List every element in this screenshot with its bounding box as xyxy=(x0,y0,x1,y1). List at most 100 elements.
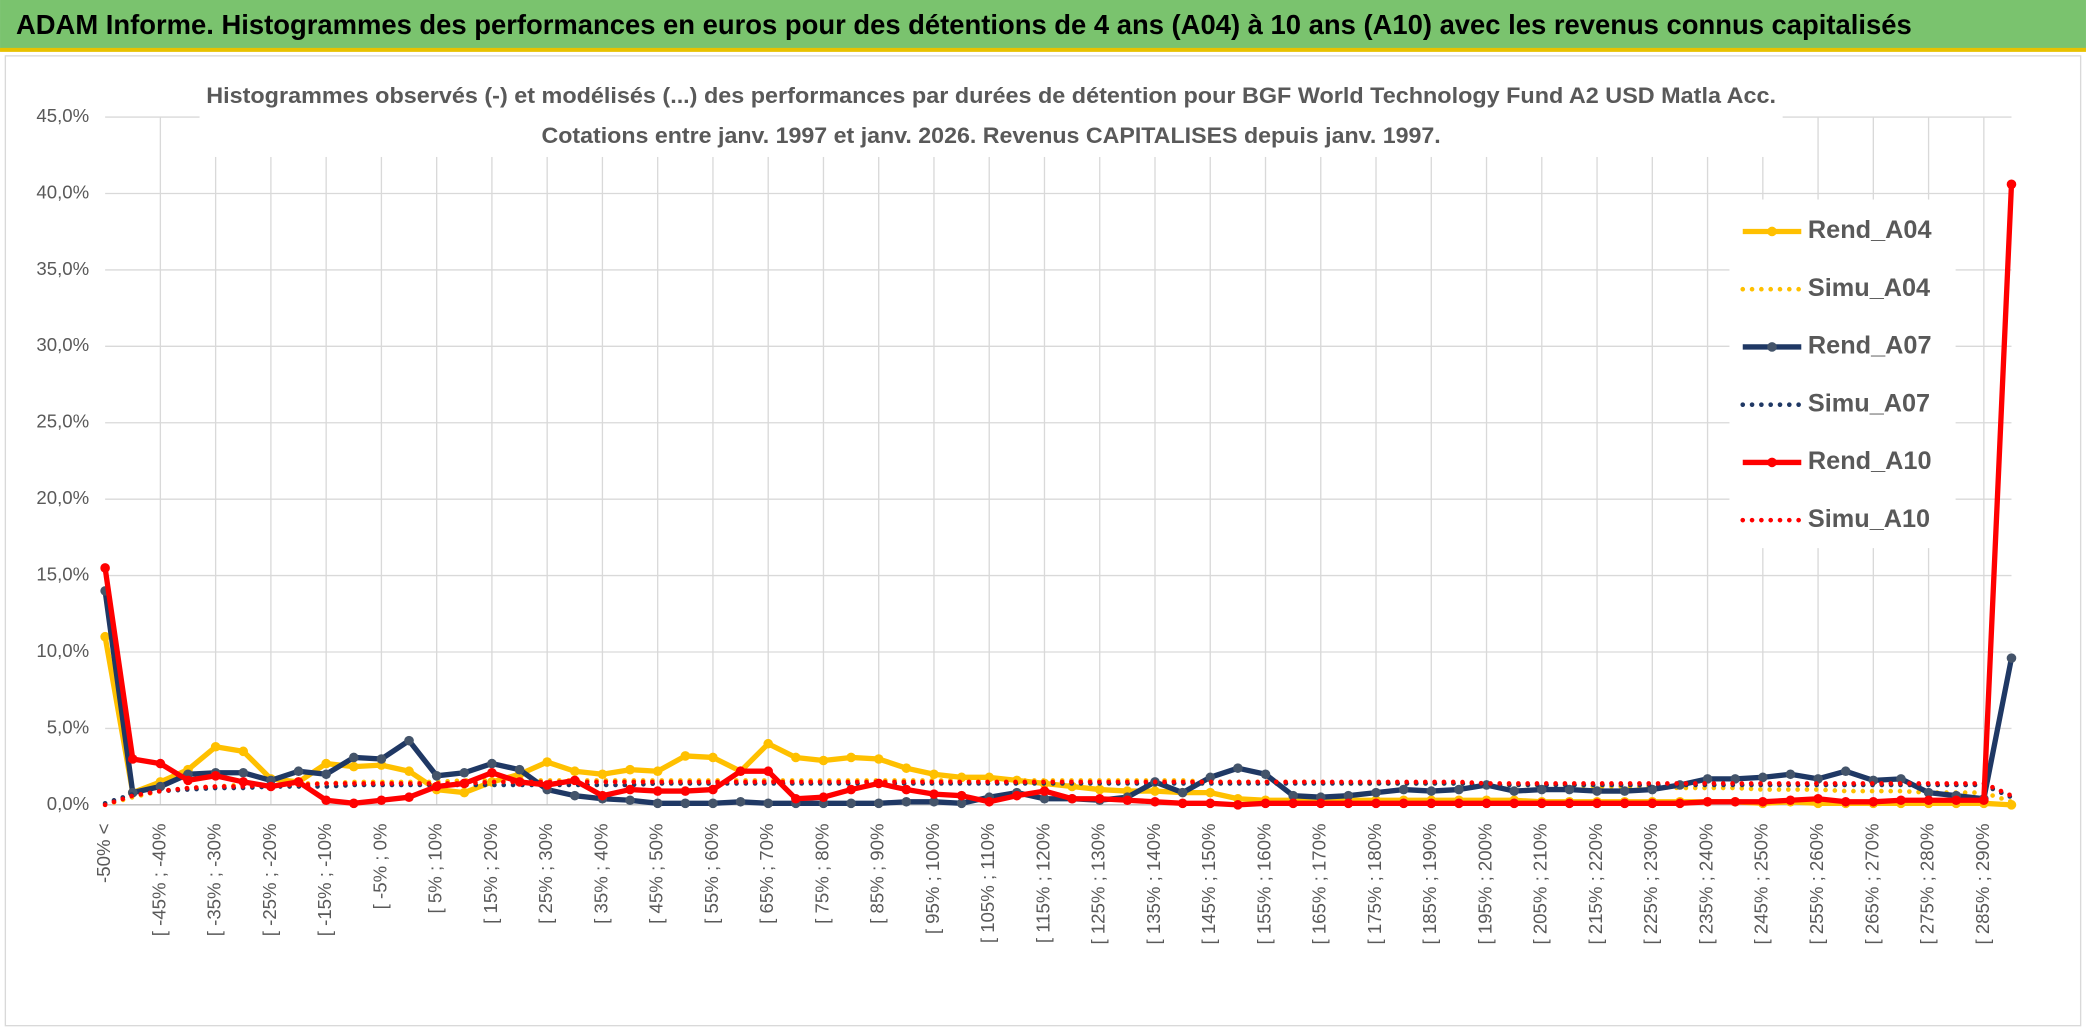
point xyxy=(348,761,359,772)
x-tick-label: [ 5% ; 10% xyxy=(425,823,446,913)
x-tick-label: [ 75% ; 80% xyxy=(811,823,832,923)
point xyxy=(680,798,691,809)
point xyxy=(238,767,249,778)
x-tick-label: [ 15% ; 20% xyxy=(480,823,501,923)
point xyxy=(1702,796,1713,807)
point xyxy=(708,784,718,795)
point xyxy=(1592,798,1602,809)
point xyxy=(735,796,746,807)
x-tick-label: [ -35% ; -30% xyxy=(204,823,225,936)
series-line xyxy=(102,779,2014,808)
point xyxy=(708,752,718,763)
point xyxy=(1564,784,1575,795)
point xyxy=(459,767,470,778)
point xyxy=(1564,798,1575,809)
point xyxy=(431,771,442,781)
point xyxy=(1288,798,1298,809)
point xyxy=(2006,179,2017,190)
point xyxy=(901,796,912,807)
plot-area: 0,0% 5,0% 10,0% 15,0% 20,0% 25,0% 30,0% 35,0% 40… xyxy=(36,105,2017,945)
x-tick-label: [ 265% ; 270% xyxy=(1861,823,1882,944)
point xyxy=(487,767,497,778)
header-title: ADAM Informe. Histogrammes des performan… xyxy=(16,9,1912,40)
x-tick-label: [ 35% ; 40% xyxy=(590,823,611,923)
point xyxy=(1371,798,1381,809)
point xyxy=(984,796,995,807)
point xyxy=(1205,798,1216,809)
point xyxy=(818,755,829,766)
point xyxy=(1481,798,1492,809)
y-tick-label: 15,0% xyxy=(36,564,89,585)
point xyxy=(127,754,138,764)
header-bar xyxy=(0,0,2086,51)
x-tick-label: [ 65% ; 70% xyxy=(756,823,777,923)
point xyxy=(570,790,580,801)
point xyxy=(1094,784,1105,795)
legend-marker xyxy=(1767,457,1777,468)
point xyxy=(1371,787,1381,798)
x-tick-label: [ 275% ; 280% xyxy=(1917,823,1938,944)
point xyxy=(763,738,773,749)
point xyxy=(708,798,718,809)
x-tick-label: [ 205% ; 210% xyxy=(1530,823,1551,944)
point xyxy=(597,769,608,780)
x-tick-label: [ 125% ; 130% xyxy=(1088,823,1109,944)
legend-label: Rend_A10 xyxy=(1808,447,1932,475)
point xyxy=(1537,798,1547,809)
point xyxy=(404,766,414,777)
point xyxy=(1758,772,1768,783)
y-tick-label: 25,0% xyxy=(36,411,89,432)
point xyxy=(1813,793,1823,804)
point xyxy=(791,793,801,804)
point xyxy=(459,787,470,798)
y-tick-label: 0,0% xyxy=(47,793,89,814)
x-tick-label: [ 255% ; 260% xyxy=(1806,823,1827,944)
point xyxy=(321,795,331,806)
y-tick-label: 35,0% xyxy=(36,258,89,279)
point xyxy=(1260,798,1271,809)
y-tick-label: 45,0% xyxy=(36,105,89,126)
point xyxy=(1343,790,1354,801)
point xyxy=(1398,784,1409,795)
point xyxy=(238,746,249,757)
point xyxy=(293,766,304,777)
series-line xyxy=(102,184,2015,808)
x-tick-label: [ 195% ; 200% xyxy=(1474,823,1495,944)
point xyxy=(625,795,635,806)
x-tick-label: [ 175% ; 180% xyxy=(1364,823,1385,944)
point xyxy=(1951,795,1962,806)
x-tick-label: [ -5% ; 0% xyxy=(369,823,390,909)
point xyxy=(1509,786,1519,796)
point xyxy=(652,798,663,809)
point xyxy=(1923,787,1934,798)
point xyxy=(1260,769,1271,780)
legend-marker xyxy=(1767,226,1777,237)
point xyxy=(1647,798,1658,809)
point xyxy=(956,798,967,809)
x-tick-label: [ 165% ; 170% xyxy=(1309,823,1330,944)
title-backdrop xyxy=(199,79,1783,157)
point xyxy=(1730,796,1740,807)
point xyxy=(680,751,691,761)
legend-label: Simu_A10 xyxy=(1808,505,1930,533)
x-tick-label: [ 45% ; 50% xyxy=(646,823,667,923)
point xyxy=(1426,786,1437,796)
point xyxy=(1012,790,1022,801)
point xyxy=(1619,798,1630,809)
point xyxy=(404,735,414,746)
point xyxy=(1398,798,1409,809)
point xyxy=(487,758,497,769)
point xyxy=(1840,796,1851,807)
point xyxy=(1315,798,1326,809)
x-tick-label: [ -15% ; -10% xyxy=(314,823,335,936)
x-tick-label: [ 155% ; 160% xyxy=(1253,823,1274,944)
point xyxy=(1067,793,1077,804)
point xyxy=(597,790,608,801)
x-tick-label: [ 135% ; 140% xyxy=(1143,823,1164,944)
point xyxy=(1150,786,1160,796)
point xyxy=(929,789,939,799)
point xyxy=(1840,766,1851,777)
point xyxy=(348,752,359,763)
point xyxy=(652,786,663,796)
